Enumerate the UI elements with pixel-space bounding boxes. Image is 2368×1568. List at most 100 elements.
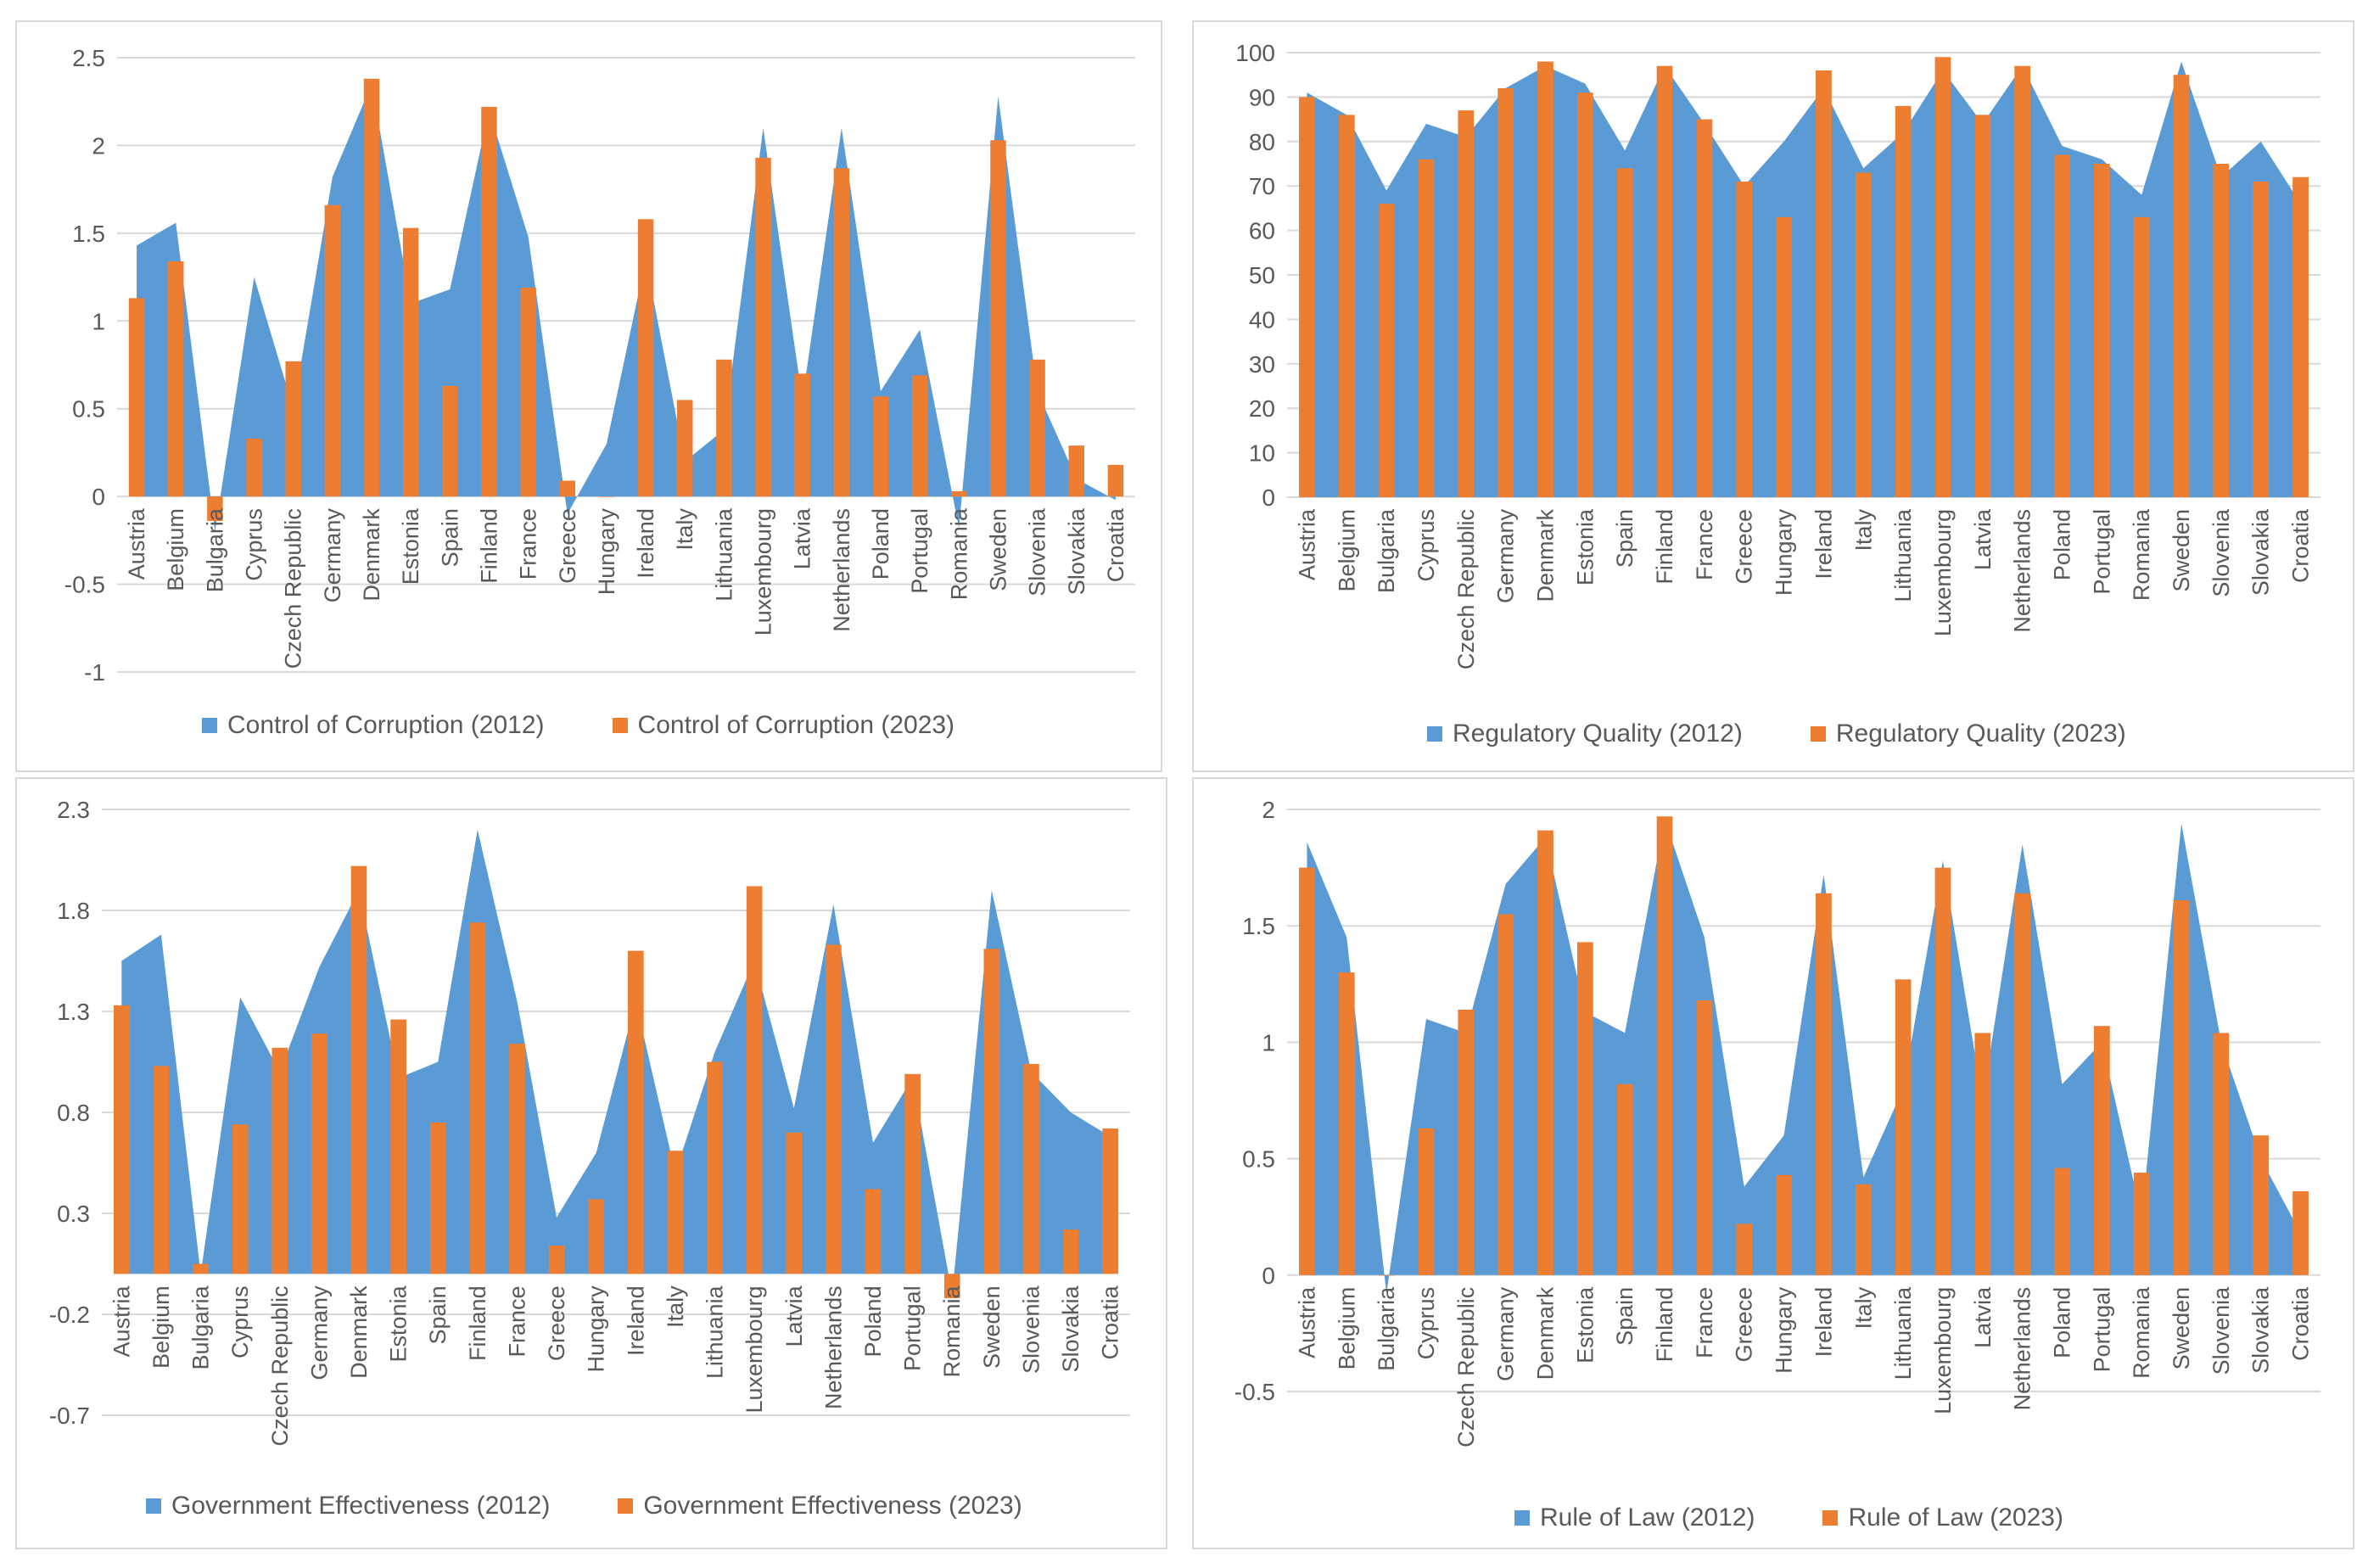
rule-of-law-plot: 2 1.5 1 0.5 0 -0.5 Austria Belgium Bulgaria Cypru… bbox=[1234, 797, 2320, 1448]
category-label: Austria bbox=[1294, 1286, 1319, 1358]
bar-2023 bbox=[794, 373, 810, 497]
y-tick-label: -0.5 bbox=[1234, 1379, 1275, 1405]
legend-swatch-2012 bbox=[146, 1498, 161, 1514]
bar-2023 bbox=[285, 361, 301, 497]
bar-2023 bbox=[951, 490, 967, 497]
bar-2023 bbox=[872, 396, 889, 497]
bar-2023 bbox=[2093, 1026, 2110, 1275]
bar-2023 bbox=[904, 1073, 921, 1274]
category-label: Spain bbox=[1612, 509, 1637, 568]
bar-2023 bbox=[1736, 181, 1753, 497]
category-label: Romania bbox=[939, 1285, 965, 1377]
y-tick-label: 100 bbox=[1235, 40, 1275, 66]
y-tick-label: -1 bbox=[84, 659, 105, 686]
category-label: Hungary bbox=[594, 508, 619, 596]
category-label: Czech Republic bbox=[267, 1285, 293, 1446]
category-label: Italy bbox=[663, 1285, 688, 1328]
legend-swatch-2023 bbox=[1822, 1510, 1839, 1526]
bar-2023 bbox=[1338, 972, 1355, 1275]
category-label: Slovenia bbox=[2208, 1286, 2234, 1375]
category-label: Greece bbox=[555, 508, 580, 584]
bar-2023 bbox=[588, 1199, 605, 1274]
bar-2023 bbox=[677, 400, 693, 497]
category-label: Romania bbox=[2129, 508, 2154, 601]
bar-2023 bbox=[402, 227, 419, 497]
bar-2023 bbox=[746, 886, 763, 1274]
bar-2023 bbox=[1776, 1174, 1792, 1275]
legend-label-2012: Rule of Law (2012) bbox=[1540, 1504, 1755, 1532]
y-tick-label: 0.8 bbox=[57, 1100, 90, 1126]
government-effectiveness-chart: 2.3 1.8 1.3 0.8 0.3 -0.2 -0.7 Austria Belgium Bul… bbox=[15, 777, 1167, 1549]
bar-2023 bbox=[1776, 216, 1792, 497]
category-label: Lithuania bbox=[1890, 508, 1916, 602]
bar-2023 bbox=[1816, 893, 1832, 1275]
category-label: Ireland bbox=[633, 508, 658, 579]
bar-2023 bbox=[1576, 942, 1593, 1275]
legend: Government Effectiveness (2012) Governme… bbox=[146, 1492, 1022, 1520]
legend-label-2012: Government Effectiveness (2012) bbox=[171, 1492, 551, 1520]
bar-2023 bbox=[1102, 1128, 1119, 1274]
bar-2023 bbox=[350, 865, 367, 1274]
y-tick-label: 2 bbox=[92, 132, 105, 159]
category-label: Estonia bbox=[1572, 508, 1598, 585]
category-label: Slovenia bbox=[1018, 1285, 1044, 1374]
bar-2023 bbox=[1497, 914, 1514, 1275]
bar-2023 bbox=[1029, 359, 1045, 497]
control-of-corruption-plot: 2.5 2 1.5 1 0.5 0 -0.5 -1 Austria Belgium Bulgaria… bbox=[64, 45, 1135, 686]
category-label: Portugal bbox=[900, 1285, 926, 1371]
y-tick-label: 70 bbox=[1249, 173, 1275, 199]
category-label: Czech Republic bbox=[1453, 1287, 1479, 1448]
category-label: France bbox=[504, 1285, 529, 1357]
legend-swatch-2012 bbox=[202, 718, 217, 733]
category-label: Latvia bbox=[781, 1285, 807, 1347]
bar-2023 bbox=[1656, 65, 1673, 497]
category-label: Denmark bbox=[1533, 1286, 1559, 1380]
category-label: Austria bbox=[1294, 508, 1319, 580]
y-tick-label: 10 bbox=[1249, 440, 1275, 467]
bar-2023 bbox=[1537, 61, 1553, 498]
y-tick-label: 90 bbox=[1249, 84, 1275, 110]
bar-2023 bbox=[2292, 1191, 2309, 1275]
y-tick-label: 40 bbox=[1249, 306, 1275, 333]
category-label: Romania bbox=[2129, 1286, 2154, 1379]
y-tick-label: 1 bbox=[1262, 1029, 1275, 1056]
bar-2023 bbox=[246, 438, 262, 497]
bar-2023 bbox=[363, 78, 380, 497]
legend-label-2023: Rule of Law (2023) bbox=[1848, 1504, 2063, 1532]
category-label: Portugal bbox=[2089, 509, 2114, 595]
legend: Rule of Law (2012) Rule of Law (2023) bbox=[1514, 1504, 2063, 1532]
category-label: Belgium bbox=[148, 1285, 174, 1369]
category-label: Hungary bbox=[1772, 1286, 1797, 1374]
bar-2023 bbox=[1418, 159, 1435, 497]
bar-2023 bbox=[509, 1044, 525, 1274]
category-label: Croatia bbox=[2288, 508, 2314, 583]
bar-2023 bbox=[2173, 75, 2190, 497]
bar-2023 bbox=[833, 168, 850, 497]
bar-2023 bbox=[1107, 464, 1124, 497]
category-label: Cyprus bbox=[1414, 509, 1439, 582]
category-label: Czech Republic bbox=[281, 508, 306, 669]
bar-2023 bbox=[207, 496, 223, 522]
category-label: Denmark bbox=[346, 1285, 372, 1379]
bar-2023 bbox=[911, 375, 928, 497]
y-tick-label: -0.2 bbox=[49, 1302, 90, 1328]
category-label: Netherlands bbox=[2010, 1287, 2035, 1411]
bar-2023 bbox=[1299, 867, 1315, 1275]
bar-2023 bbox=[1458, 110, 1475, 497]
y-tick-label: 0 bbox=[1262, 1263, 1275, 1289]
bar-2023 bbox=[865, 1189, 882, 1274]
category-label: Hungary bbox=[584, 1285, 609, 1373]
bar-2023 bbox=[429, 1122, 446, 1274]
bar-2023 bbox=[637, 219, 654, 497]
legend-label-2012: Control of Corruption (2012) bbox=[227, 711, 545, 739]
bar-2023 bbox=[1616, 168, 1633, 498]
bar-2023 bbox=[755, 157, 771, 497]
bar-2023 bbox=[1696, 1000, 1713, 1275]
category-label: Germany bbox=[1493, 509, 1519, 604]
legend-label-2012: Regulatory Quality (2012) bbox=[1453, 720, 1743, 748]
bar-2023 bbox=[990, 140, 1006, 497]
bar-2023 bbox=[469, 922, 486, 1274]
category-label: Italy bbox=[672, 508, 697, 551]
bar-2023 bbox=[2014, 65, 2031, 497]
